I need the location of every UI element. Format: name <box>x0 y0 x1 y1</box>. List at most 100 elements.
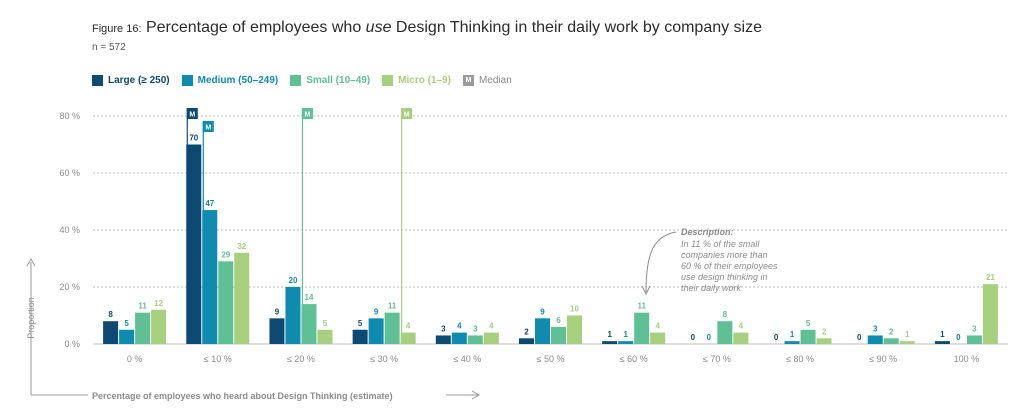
bar-value-label: 1 <box>607 330 612 339</box>
bar <box>269 318 285 344</box>
bar <box>784 341 800 344</box>
bar <box>883 338 899 344</box>
bar <box>650 332 666 344</box>
chart-title: Figure 16: Percentage of employees who u… <box>92 19 762 37</box>
bar-value-label: 1 <box>940 330 945 339</box>
title-part-1: Percentage of employees who <box>145 19 366 36</box>
bar-value-label: 5 <box>806 319 811 328</box>
bar <box>301 304 317 344</box>
bar-value-label: 5 <box>323 319 328 328</box>
legend: Large (≥ 250) Medium (50–249) Small (10–49… <box>92 75 512 86</box>
median-marker-label: M <box>205 125 211 132</box>
bar-value-label: 0 <box>707 333 712 342</box>
bar-value-label: 0 <box>774 333 779 342</box>
bar <box>982 284 998 344</box>
bar <box>317 329 333 344</box>
bar-value-label: 8 <box>108 310 113 319</box>
bar <box>119 329 135 344</box>
x-axis-title: Percentage of employees who heard about … <box>92 391 393 401</box>
y-tick-label: 40 % <box>59 225 80 235</box>
x-tick-label: ≤ 70 % <box>703 354 731 364</box>
annotation-arrowhead-icon <box>641 285 651 296</box>
legend-swatch <box>92 75 103 86</box>
bar <box>285 287 301 344</box>
legend-item: Micro (1–9) <box>382 75 451 86</box>
annotation-line: their daily work <box>681 283 742 293</box>
median-marker-box <box>186 108 198 119</box>
bar-value-label: 0 <box>857 333 862 342</box>
x-tick-label: ≤ 50 % <box>537 354 565 364</box>
bar <box>618 341 634 344</box>
bar <box>435 335 451 344</box>
x-tick-label: ≤ 40 % <box>453 354 481 364</box>
median-marker-box <box>401 108 413 119</box>
bar <box>384 312 400 344</box>
bar <box>202 210 218 344</box>
legend-label: Median <box>478 75 512 86</box>
y-tick-label: 80 % <box>59 111 80 121</box>
bar-value-label: 2 <box>822 327 827 336</box>
bar-value-label: 1 <box>623 330 628 339</box>
bar-value-label: 6 <box>556 316 561 325</box>
bar-value-label: 11 <box>637 302 646 311</box>
bar-value-label: 2 <box>524 327 529 336</box>
bar <box>234 252 250 344</box>
bar <box>451 332 467 344</box>
bar <box>151 309 167 344</box>
bar <box>567 315 582 344</box>
legend-item: Medium (50–249) <box>181 75 279 86</box>
bar-value-label: 20 <box>289 276 298 285</box>
bar <box>186 144 202 344</box>
bar-value-label: 21 <box>986 273 995 282</box>
legend-swatch <box>290 75 302 86</box>
bar-value-label: 4 <box>655 322 660 331</box>
bar-value-label: 0 <box>691 333 696 342</box>
annotation-arrow <box>645 231 677 293</box>
bar <box>535 318 550 344</box>
sample-size: n = 572 <box>92 42 126 53</box>
bar-value-label: 47 <box>205 199 214 208</box>
bar <box>483 332 499 344</box>
bar-value-label: 11 <box>388 302 397 311</box>
y-tick-label: 20 % <box>59 282 80 292</box>
legend-swatch <box>382 75 394 86</box>
bar-value-label: 3 <box>473 324 478 333</box>
bar-value-label: 4 <box>489 322 494 331</box>
x-tick-label: ≤ 80 % <box>786 354 814 364</box>
bar-value-label: 9 <box>540 307 545 316</box>
annotation-line: In 11 % of the small <box>681 239 760 249</box>
bar <box>733 332 749 344</box>
bar-value-label: 32 <box>237 242 246 251</box>
bar-value-label: 9 <box>275 307 280 316</box>
legend-label: Medium (50–249) <box>197 75 279 86</box>
bar-value-label: 9 <box>374 307 379 316</box>
bar-value-label: 4 <box>406 322 411 331</box>
y-tick-label: 60 % <box>59 168 80 178</box>
bar <box>816 338 832 344</box>
legend-label: Large (≥ 250) <box>108 75 170 86</box>
legend-label: Small (10–49) <box>306 75 371 86</box>
median-marker-label: M <box>305 112 311 119</box>
bar <box>551 326 566 344</box>
legend-item: Large (≥ 250) <box>92 75 170 86</box>
bar-value-label: 11 <box>138 302 147 311</box>
bar-value-label: 12 <box>154 299 163 308</box>
bar <box>899 341 915 344</box>
bar-value-label: 1 <box>790 330 795 339</box>
x-tick-label: ≤ 20 % <box>287 354 315 364</box>
median-marker-label: M <box>189 112 195 119</box>
x-axis-arrow-icon <box>471 390 481 400</box>
bar-value-label: 3 <box>972 324 977 333</box>
bar <box>467 335 483 344</box>
bar <box>400 332 416 344</box>
x-tick-label: 100 % <box>954 354 980 364</box>
legend-item: Small (10–49) <box>290 75 370 86</box>
bar <box>634 312 650 344</box>
bar <box>352 329 368 344</box>
x-tick-label: ≤ 60 % <box>620 354 648 364</box>
bar <box>800 329 816 344</box>
bar <box>135 312 151 344</box>
bar-value-label: 2 <box>889 327 894 336</box>
bar-value-label: 3 <box>441 324 446 333</box>
